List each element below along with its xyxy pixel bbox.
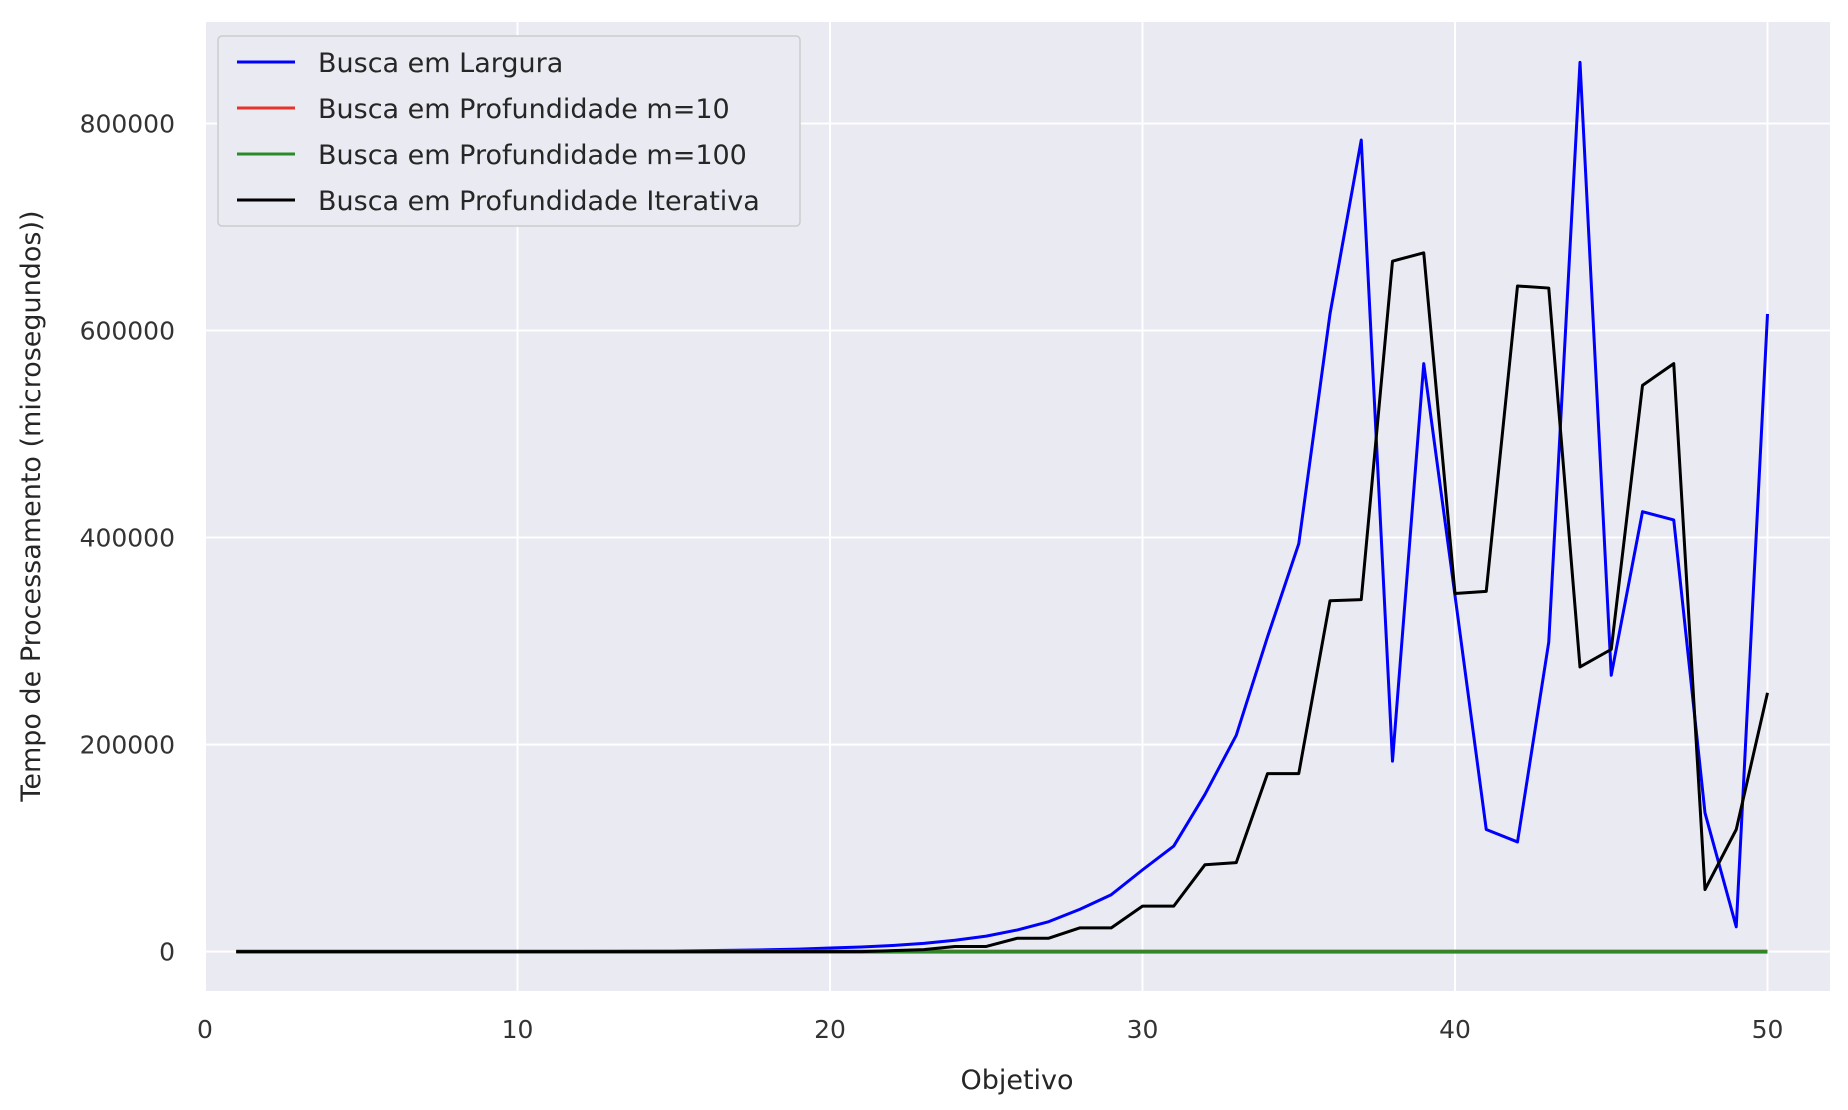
legend-label-3: Busca em Profundidade m=100 bbox=[318, 140, 747, 171]
series-line-4 bbox=[236, 251, 1769, 954]
series-lines bbox=[236, 60, 1769, 954]
legend-label-1: Busca em Largura bbox=[318, 48, 563, 79]
legend-box bbox=[217, 35, 801, 227]
legend-label-2: Busca em Profundidade m=10 bbox=[318, 94, 730, 125]
x-tick-label: 30 bbox=[1127, 1015, 1159, 1044]
y-tick-label: 800000 bbox=[80, 109, 175, 138]
x-tick-label: 0 bbox=[197, 1015, 213, 1044]
x-tick-label: 20 bbox=[814, 1015, 846, 1044]
x-tick-label: 50 bbox=[1752, 1015, 1784, 1044]
x-axis-label: Objetivo bbox=[960, 1065, 1073, 1096]
x-tick-label: 10 bbox=[502, 1015, 534, 1044]
y-axis-label: Tempo de Processamento (microsegundos)) bbox=[16, 210, 47, 802]
x-tick-label: 40 bbox=[1439, 1015, 1471, 1044]
legend-items: Busca em Largura Busca em Profundidade m=… bbox=[237, 48, 760, 217]
y-tick-label: 0 bbox=[159, 938, 175, 967]
y-tick-label: 400000 bbox=[80, 524, 175, 553]
legend: Busca em Largura Busca em Profundidade m=… bbox=[217, 35, 801, 227]
x-tick-labels: 0 10 20 30 40 50 bbox=[197, 1015, 1783, 1044]
y-tick-label: 600000 bbox=[80, 317, 175, 346]
y-tick-labels: 0 200000 400000 600000 800000 bbox=[80, 109, 175, 966]
y-tick-label: 200000 bbox=[80, 731, 175, 760]
legend-label-4: Busca em Profundidade Iterativa bbox=[318, 186, 760, 217]
